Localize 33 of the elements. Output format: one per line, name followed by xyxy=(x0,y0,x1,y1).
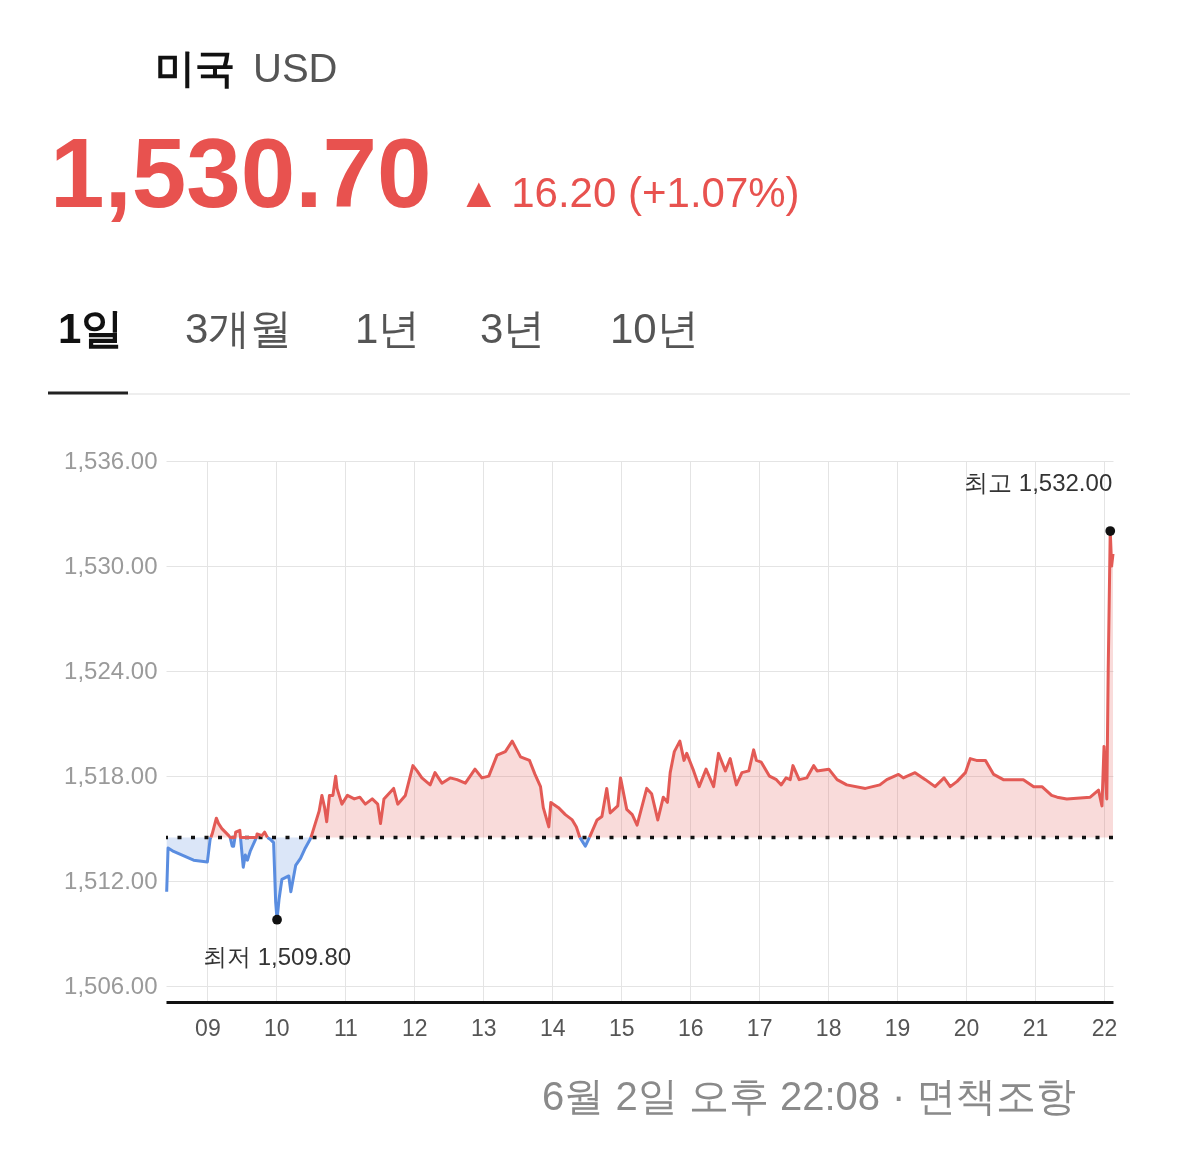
x-tick-label: 09 xyxy=(195,1014,221,1041)
y-tick-label: 1,518.00 xyxy=(64,761,158,789)
y-tick-label: 1,524.00 xyxy=(64,656,158,684)
x-tick-label: 19 xyxy=(884,1014,911,1041)
annotation: 최고 1,532.00 xyxy=(964,469,1113,497)
text: 6월 2일 오후 22:08 xyxy=(542,1074,880,1118)
y-tick-label: 1,530.00 xyxy=(64,551,158,579)
x-tick-label: 11 xyxy=(333,1014,358,1041)
text: 1,530.70 xyxy=(50,118,432,228)
x-tick-label: 15 xyxy=(608,1014,635,1041)
text: · 면책조항 xyxy=(892,1074,1077,1118)
text: 3개월 xyxy=(185,305,293,352)
x-tick-label: 10 xyxy=(264,1014,290,1041)
x-tick-label: 14 xyxy=(539,1014,566,1041)
y-tick-label: 1,512.00 xyxy=(64,866,158,894)
text: 1일 xyxy=(58,305,124,352)
text: 3년 xyxy=(480,305,546,352)
text: 10년 xyxy=(610,305,699,352)
chart-subtitle: USD xyxy=(253,46,338,90)
chart-title: 미국 xyxy=(155,46,235,90)
y-tick-label: 1,536.00 xyxy=(64,446,158,474)
x-tick-label: 22 xyxy=(1091,1014,1118,1041)
x-tick-label: 20 xyxy=(953,1014,980,1041)
x-tick-label: 16 xyxy=(677,1014,704,1041)
x-tick-label: 21 xyxy=(1022,1014,1049,1041)
x-tick-label: 18 xyxy=(815,1014,842,1041)
annotation: 최저 1,509.80 xyxy=(203,942,352,970)
text: 1년 xyxy=(355,305,421,352)
x-tick-label: 12 xyxy=(402,1014,428,1041)
x-tick-label: 13 xyxy=(470,1014,497,1041)
y-tick-label: 1,506.00 xyxy=(64,971,158,999)
x-tick-label: 17 xyxy=(746,1014,773,1041)
text: ▲ 16.20 (+1.07%) xyxy=(458,169,800,216)
